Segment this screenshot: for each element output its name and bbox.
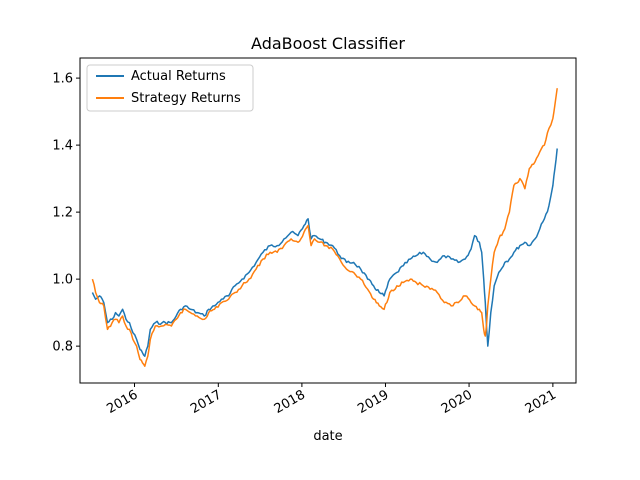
y-tick-label: 1.0 <box>52 273 73 288</box>
y-tick-label: 1.2 <box>52 206 73 221</box>
x-axis-label: date <box>313 429 342 444</box>
chart-title: AdaBoost Classifier <box>251 34 405 53</box>
y-tick-label: 1.6 <box>52 72 73 87</box>
plot-frame <box>79 57 577 384</box>
legend-label-actual-returns: Actual Returns <box>131 69 226 84</box>
y-axis: 0.8 1.0 1.2 1.4 1.6 <box>52 72 80 355</box>
legend: Actual Returns Strategy Returns <box>86 64 254 112</box>
legend-label-strategy-returns: Strategy Returns <box>131 91 241 106</box>
y-tick-label: 1.4 <box>52 139 73 154</box>
series-line-strategy-returns <box>91 88 558 367</box>
legend-box <box>86 64 254 112</box>
y-tick-label: 0.8 <box>52 340 73 355</box>
series-layer <box>91 88 558 367</box>
